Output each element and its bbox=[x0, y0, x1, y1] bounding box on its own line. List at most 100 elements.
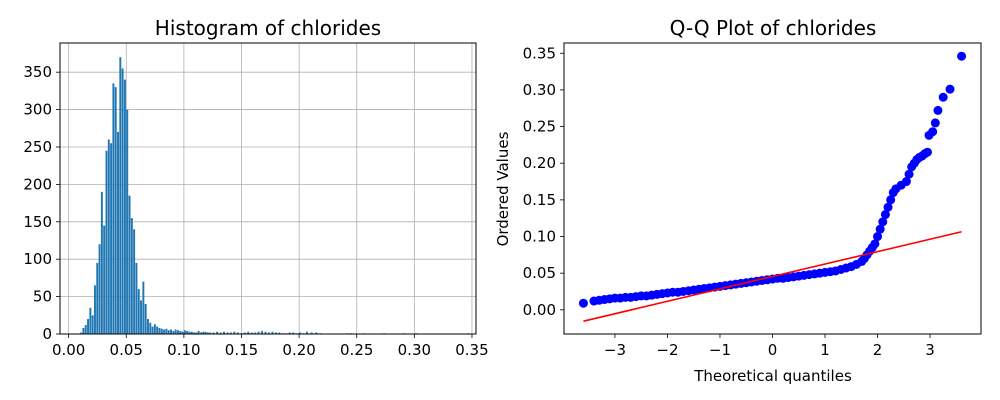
histogram-bar bbox=[200, 332, 202, 334]
qq-plot-y-tick-label: 0.00 bbox=[523, 301, 556, 319]
histogram-bar bbox=[117, 132, 119, 334]
qq-plot-point bbox=[886, 195, 896, 205]
histogram-bar bbox=[121, 68, 124, 334]
histogram-bar bbox=[91, 315, 94, 334]
qq-plot-y-tick-label: 0.25 bbox=[523, 118, 556, 136]
histogram-y-tick-label: 50 bbox=[33, 288, 52, 306]
histogram-bar bbox=[247, 331, 250, 334]
qq-plot-x-tick-label: 2 bbox=[873, 341, 883, 359]
histogram-y-tick-label: 350 bbox=[23, 63, 52, 81]
histogram-bar bbox=[151, 326, 154, 334]
qq-plot-x-tick-label: 3 bbox=[925, 341, 935, 359]
histogram-y-tick-label: 0 bbox=[42, 325, 52, 343]
qq-plot-point bbox=[901, 177, 911, 187]
histogram-bar bbox=[147, 319, 149, 334]
histogram-bar bbox=[100, 191, 103, 334]
histogram-x-tick-label: 0.30 bbox=[398, 341, 431, 359]
histogram-bar bbox=[176, 330, 179, 334]
histogram-bar bbox=[105, 150, 108, 334]
histogram-bar bbox=[243, 332, 246, 334]
histogram-y-tick-label: 100 bbox=[23, 250, 52, 268]
histogram-bar bbox=[195, 332, 198, 334]
histogram-bar bbox=[165, 328, 168, 334]
qq-plot-point bbox=[878, 217, 888, 227]
histogram-x-tick-label: 0.15 bbox=[225, 341, 258, 359]
histogram-bar bbox=[149, 322, 152, 334]
histogram-bar bbox=[163, 329, 166, 334]
histogram-bar bbox=[128, 195, 131, 334]
histogram-bar bbox=[212, 332, 215, 334]
histogram-bar bbox=[135, 262, 138, 334]
qq-plot-fit-line bbox=[583, 230, 962, 322]
qq-plot-y-tick-label: 0.10 bbox=[523, 228, 556, 246]
histogram-bar bbox=[119, 57, 122, 334]
qq-plot-x-tick-label: −2 bbox=[656, 341, 678, 359]
qq-plot-x-tick-label: −3 bbox=[604, 341, 626, 359]
histogram-bar bbox=[153, 324, 156, 334]
histogram-x-ticks: 0.00 0.05 0.10 0.15 0.20 0.25 0.30 0.35 bbox=[52, 334, 489, 359]
histogram-bar bbox=[204, 331, 207, 334]
qq-plot-x-tick-label: −1 bbox=[709, 341, 731, 359]
qq-plot-y-ticks: 0.00 0.05 0.10 0.15 0.20 0.25 0.30 0.35 bbox=[523, 44, 564, 319]
histogram-x-tick-label: 0.05 bbox=[110, 341, 143, 359]
histogram-x-tick-label: 0.00 bbox=[52, 341, 85, 359]
qq-plot-point bbox=[875, 224, 885, 234]
histogram-bars bbox=[80, 57, 470, 335]
qq-plot-x-axis-label: Theoretical quantiles bbox=[693, 367, 852, 385]
histogram-bar bbox=[93, 285, 96, 334]
histogram-bar bbox=[107, 139, 110, 334]
histogram-bar bbox=[133, 229, 136, 334]
histogram-bar bbox=[264, 331, 267, 334]
histogram-bar bbox=[96, 262, 99, 334]
histogram-title: Histogram of chlorides bbox=[155, 16, 381, 40]
histogram-bar bbox=[233, 331, 236, 334]
qq-plot-point bbox=[883, 202, 893, 212]
histogram-bar bbox=[236, 332, 239, 334]
histogram-bar bbox=[144, 304, 147, 334]
histogram-bar bbox=[202, 331, 205, 334]
histogram-bar bbox=[87, 319, 90, 334]
qq-plot-point bbox=[957, 51, 967, 61]
histogram-bar bbox=[274, 332, 277, 334]
qq-plot-point bbox=[930, 118, 940, 128]
histogram-bar bbox=[250, 332, 253, 334]
qq-plot-point bbox=[928, 127, 938, 137]
qq-plot-title: Q-Q Plot of chlorides bbox=[670, 16, 877, 40]
qq-plot-point bbox=[873, 232, 883, 242]
histogram-bar bbox=[229, 332, 232, 334]
histogram-bar bbox=[206, 332, 209, 334]
histogram-bar bbox=[219, 332, 222, 334]
qq-plot-point bbox=[870, 239, 880, 249]
qq-plot-x-tick-label: 0 bbox=[768, 341, 778, 359]
histogram-bar bbox=[98, 244, 101, 334]
histogram-bar bbox=[80, 332, 83, 334]
histogram-bar bbox=[142, 281, 145, 334]
histogram-frame bbox=[59, 42, 477, 335]
histogram-bar bbox=[114, 87, 117, 334]
qq-plot-point bbox=[938, 92, 948, 102]
histogram-bar bbox=[137, 289, 140, 334]
histogram-bar bbox=[181, 331, 184, 334]
qq-plot-y-tick-label: 0.30 bbox=[523, 81, 556, 99]
histogram-bar bbox=[226, 332, 229, 334]
histogram-bar bbox=[103, 225, 106, 334]
qq-plot-y-axis-label: Ordered Values bbox=[494, 131, 512, 246]
histogram-bar bbox=[126, 109, 129, 335]
histogram-bar bbox=[123, 79, 126, 335]
qq-plot-panel: Q-Q Plot of chlorides −3 −2 −1 0 1 2 3 0.000.0… bbox=[494, 16, 982, 385]
histogram-bar bbox=[110, 143, 113, 334]
qq-plot-x-tick-label: 1 bbox=[820, 341, 830, 359]
histogram-bar bbox=[278, 332, 281, 334]
qq-plot-point bbox=[945, 84, 955, 94]
histogram-bar bbox=[84, 325, 87, 334]
qq-plot-point bbox=[922, 147, 932, 157]
histogram-bar bbox=[288, 332, 291, 334]
histogram-bar bbox=[82, 328, 85, 334]
histogram-bar bbox=[172, 331, 175, 334]
histogram-bar bbox=[209, 332, 212, 334]
histogram-y-tick-label: 150 bbox=[23, 213, 52, 231]
histogram-bar bbox=[140, 300, 143, 334]
qq-plot-point bbox=[578, 298, 588, 308]
histogram-bar bbox=[89, 307, 92, 334]
